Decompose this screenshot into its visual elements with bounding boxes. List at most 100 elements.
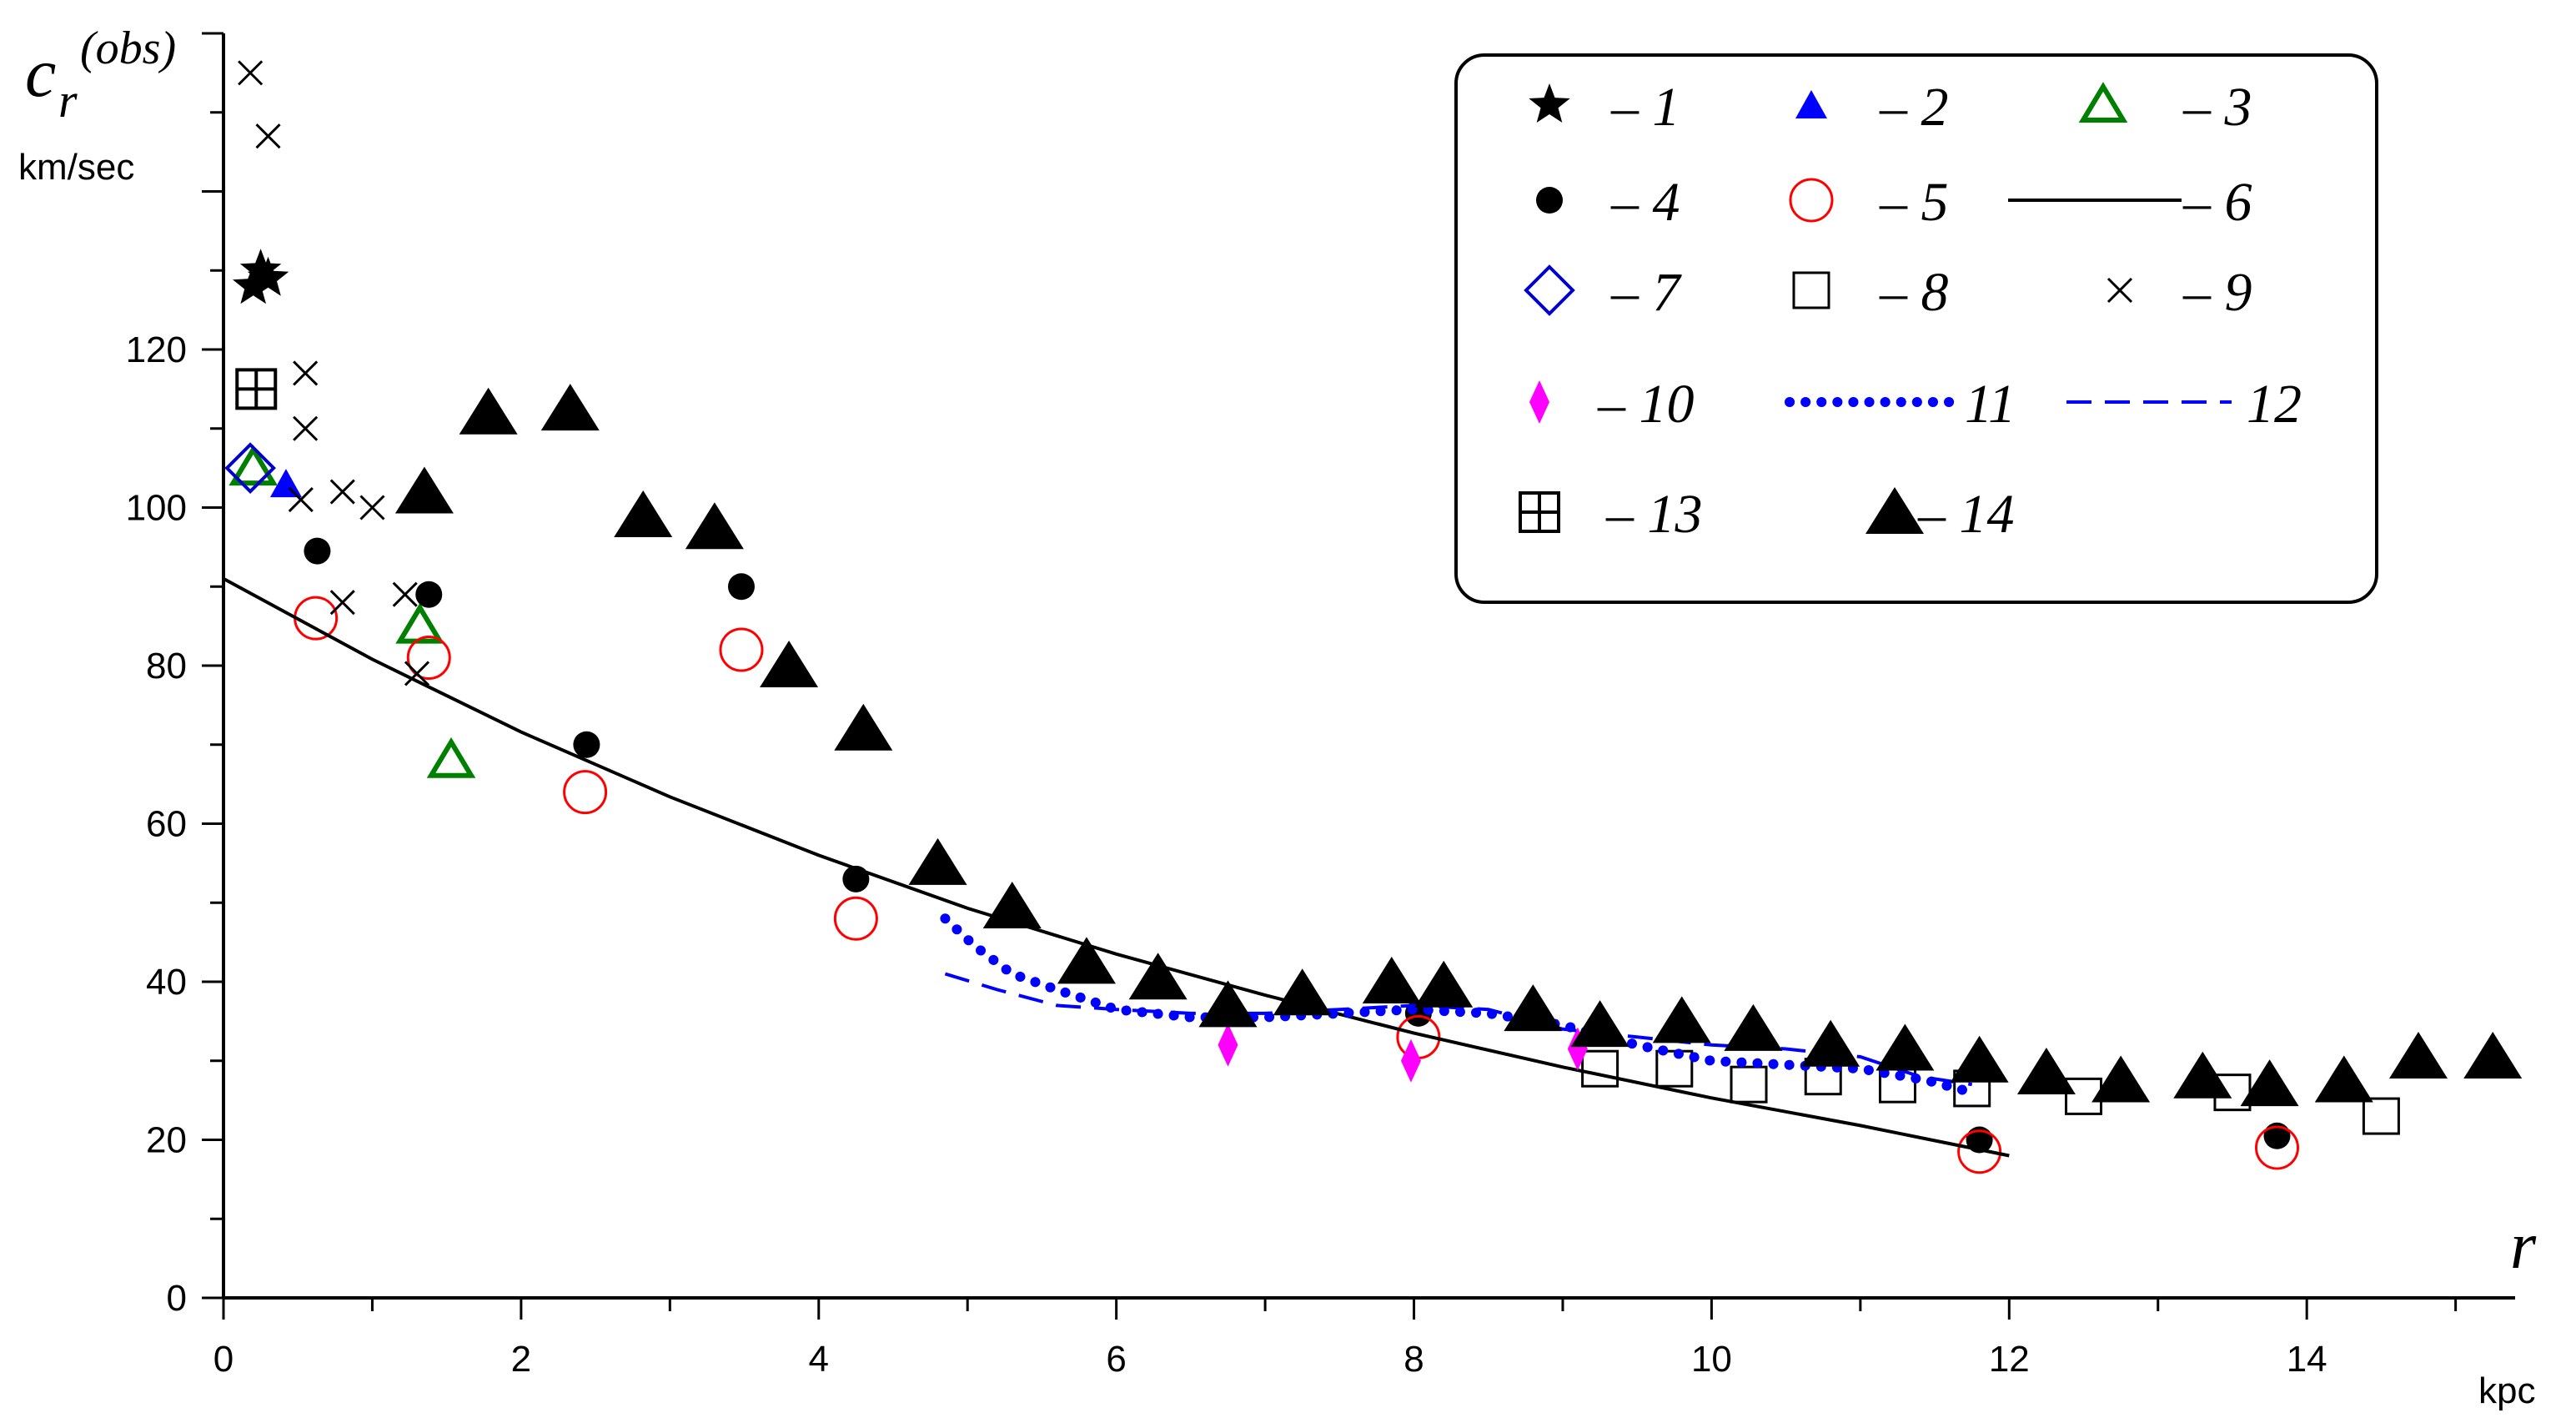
series-5 bbox=[294, 596, 2299, 1174]
x-tick-label: 8 bbox=[1403, 1339, 1424, 1380]
data-point bbox=[1273, 968, 1332, 1016]
legend-swatch bbox=[2106, 277, 2133, 304]
plot-area bbox=[223, 60, 2523, 1174]
data-point bbox=[247, 256, 289, 296]
data-point bbox=[1876, 1023, 1935, 1071]
data-point bbox=[614, 490, 673, 537]
data-point bbox=[1504, 984, 1563, 1032]
legend-entry-14: – 14 bbox=[1865, 484, 2015, 545]
legend-entry-1: – 1 bbox=[1529, 77, 1680, 138]
data-point bbox=[293, 415, 319, 441]
x-tick-label: 6 bbox=[1106, 1339, 1126, 1380]
data-point bbox=[540, 384, 600, 431]
legend-label: – 3 bbox=[2182, 77, 2252, 138]
y-tick-label: 120 bbox=[126, 329, 187, 370]
data-point bbox=[459, 387, 518, 435]
data-point bbox=[1730, 1065, 1768, 1104]
data-point bbox=[1400, 1038, 1421, 1083]
legend-label: – 1 bbox=[1610, 77, 1680, 138]
series-2 bbox=[269, 469, 302, 498]
data-point bbox=[1957, 1129, 2002, 1174]
legend-label: – 8 bbox=[1879, 262, 1949, 323]
legend-box bbox=[1454, 53, 2378, 604]
series-1 bbox=[233, 249, 289, 304]
data-point bbox=[2240, 1059, 2299, 1107]
data-point bbox=[255, 123, 281, 149]
data-point bbox=[1414, 960, 1474, 1008]
series-13 bbox=[235, 368, 278, 410]
legend-label: – 2 bbox=[1879, 77, 1949, 138]
data-point bbox=[1057, 937, 1116, 984]
x-axis-title: r kpc bbox=[2478, 1209, 2537, 1411]
series-7 bbox=[224, 442, 276, 494]
legend-swatch bbox=[1536, 187, 1563, 214]
legend-entry-6: – 6 bbox=[2008, 172, 2252, 233]
data-point bbox=[1801, 1019, 1860, 1067]
legend-entry-2: – 2 bbox=[1795, 77, 1949, 138]
data-point bbox=[392, 581, 418, 607]
data-point bbox=[719, 627, 764, 672]
data-point bbox=[1198, 980, 1258, 1028]
legend-label: – 9 bbox=[2182, 262, 2252, 323]
data-point bbox=[982, 881, 1042, 928]
legend-label: – 4 bbox=[1610, 172, 1680, 233]
data-point bbox=[563, 770, 608, 815]
data-point bbox=[406, 636, 451, 681]
y-tick-label: 0 bbox=[167, 1278, 187, 1319]
y-tick-label: 40 bbox=[146, 962, 187, 1003]
data-point bbox=[238, 60, 264, 86]
series-6-line bbox=[223, 577, 2010, 1158]
legend-swatch bbox=[1865, 487, 1924, 534]
legend-entry-7: – 7 bbox=[1524, 262, 1683, 323]
data-point bbox=[2362, 1097, 2400, 1135]
legend-swatch bbox=[1789, 178, 1834, 223]
data-point bbox=[2091, 1055, 2151, 1103]
y-tick-label: 80 bbox=[146, 646, 187, 686]
data-point bbox=[1362, 957, 1421, 1003]
data-point bbox=[415, 581, 443, 608]
legend-swatch bbox=[1524, 264, 1575, 316]
data-point bbox=[426, 737, 476, 778]
legend-entry-8: – 8 bbox=[1792, 262, 1949, 323]
legend-swatch bbox=[1529, 83, 1570, 123]
data-point bbox=[2254, 1125, 2299, 1170]
data-point bbox=[760, 641, 819, 687]
data-point bbox=[1570, 1000, 1629, 1048]
data-point bbox=[239, 249, 282, 289]
data-point bbox=[404, 661, 430, 686]
legend-swatch bbox=[1795, 90, 1827, 118]
y-tick-label: 60 bbox=[146, 804, 187, 845]
data-point bbox=[394, 466, 454, 514]
y-axis-symbol: c bbox=[25, 34, 56, 112]
legend-label: – 6 bbox=[2182, 172, 2252, 233]
legend-swatch bbox=[2078, 82, 2128, 123]
data-point bbox=[2463, 1032, 2523, 1079]
series-6 bbox=[223, 577, 2010, 1158]
legend-swatch bbox=[1519, 491, 1560, 533]
legend-entry-9: – 9 bbox=[2106, 262, 2252, 323]
data-point bbox=[1950, 1035, 2009, 1083]
data-point bbox=[329, 479, 355, 505]
legend-label: – 5 bbox=[1879, 172, 1949, 233]
data-point bbox=[359, 495, 385, 520]
legend-label: 11 bbox=[1965, 374, 2016, 435]
data-point bbox=[1655, 1049, 1694, 1088]
data-point bbox=[2314, 1055, 2373, 1103]
x-tick-label: 4 bbox=[809, 1339, 829, 1380]
y-axis-unit: km/sec bbox=[18, 147, 134, 188]
data-point bbox=[834, 703, 893, 751]
x-tick-label: 10 bbox=[1691, 1339, 1732, 1380]
legend-swatch bbox=[1792, 271, 1830, 309]
data-point bbox=[269, 469, 302, 498]
series-10 bbox=[1218, 1023, 1588, 1083]
x-axis-symbol: r bbox=[2510, 1209, 2537, 1283]
data-point bbox=[2173, 1051, 2232, 1099]
data-point bbox=[288, 486, 314, 513]
y-axis-title: c r (obs) km/sec bbox=[18, 23, 176, 188]
legend: – 1 – 2 – 3 – 4 – 5 – 6 – 7 – 8 – 9 – 10 11 12 – 13 –… bbox=[1454, 53, 2378, 604]
data-point bbox=[2016, 1047, 2076, 1094]
data-point bbox=[833, 896, 878, 941]
y-axis-superscript: (obs) bbox=[80, 23, 176, 74]
data-point bbox=[908, 837, 967, 885]
